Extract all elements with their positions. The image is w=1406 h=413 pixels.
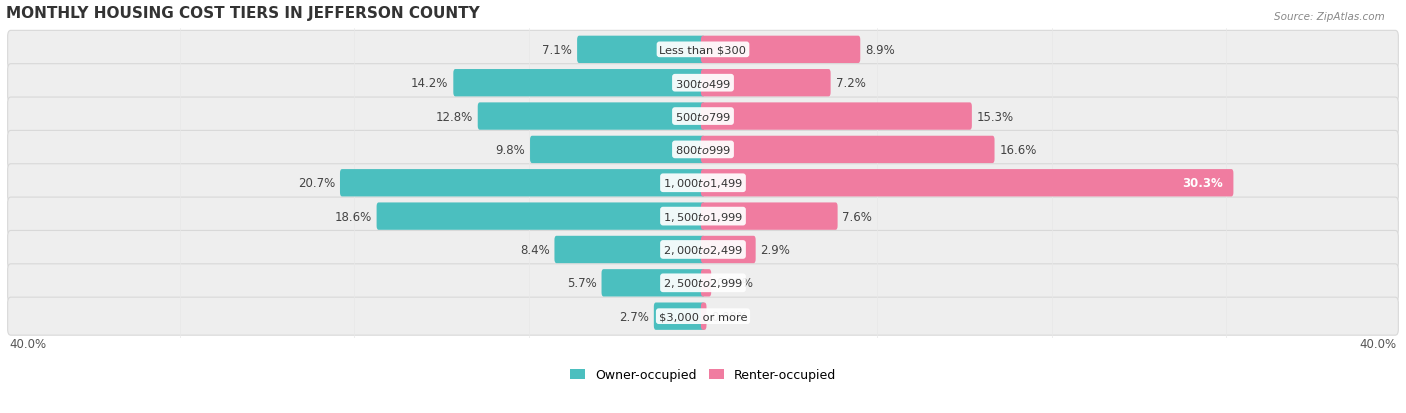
Text: MONTHLY HOUSING COST TIERS IN JEFFERSON COUNTY: MONTHLY HOUSING COST TIERS IN JEFFERSON … [6,5,479,21]
FancyBboxPatch shape [7,164,1399,202]
Text: 0.35%: 0.35% [716,277,754,290]
Text: 20.7%: 20.7% [298,177,335,190]
FancyBboxPatch shape [702,37,860,64]
FancyBboxPatch shape [340,170,704,197]
Text: $800 to $999: $800 to $999 [675,144,731,156]
FancyBboxPatch shape [530,136,704,164]
FancyBboxPatch shape [7,297,1399,335]
FancyBboxPatch shape [576,37,704,64]
FancyBboxPatch shape [7,31,1399,69]
Text: 14.2%: 14.2% [411,77,449,90]
FancyBboxPatch shape [702,70,831,97]
Text: $500 to $799: $500 to $799 [675,111,731,123]
FancyBboxPatch shape [702,303,706,330]
FancyBboxPatch shape [654,303,704,330]
FancyBboxPatch shape [702,103,972,131]
Text: 9.8%: 9.8% [495,144,526,157]
Legend: Owner-occupied, Renter-occupied: Owner-occupied, Renter-occupied [569,368,837,381]
Text: 8.9%: 8.9% [865,44,894,57]
FancyBboxPatch shape [702,270,711,297]
Text: $2,000 to $2,499: $2,000 to $2,499 [664,243,742,256]
Text: Source: ZipAtlas.com: Source: ZipAtlas.com [1274,12,1385,22]
Text: 40.0%: 40.0% [1360,337,1398,350]
Text: 15.3%: 15.3% [977,110,1014,123]
FancyBboxPatch shape [702,170,1233,197]
Text: 30.3%: 30.3% [1182,177,1223,190]
FancyBboxPatch shape [7,98,1399,136]
Text: 7.2%: 7.2% [835,77,865,90]
Text: Less than $300: Less than $300 [659,45,747,55]
FancyBboxPatch shape [7,131,1399,169]
Text: 7.6%: 7.6% [842,210,872,223]
FancyBboxPatch shape [377,203,704,230]
Text: $300 to $499: $300 to $499 [675,78,731,90]
Text: $1,500 to $1,999: $1,500 to $1,999 [664,210,742,223]
FancyBboxPatch shape [702,203,838,230]
Text: $3,000 or more: $3,000 or more [659,311,747,321]
Text: $1,000 to $1,499: $1,000 to $1,499 [664,177,742,190]
Text: 2.7%: 2.7% [619,310,650,323]
FancyBboxPatch shape [702,236,755,263]
FancyBboxPatch shape [7,64,1399,102]
Text: $2,500 to $2,999: $2,500 to $2,999 [664,277,742,290]
FancyBboxPatch shape [7,198,1399,235]
Text: 18.6%: 18.6% [335,210,371,223]
FancyBboxPatch shape [554,236,704,263]
FancyBboxPatch shape [7,264,1399,302]
Text: 5.7%: 5.7% [567,277,596,290]
Text: 12.8%: 12.8% [436,110,472,123]
Text: 8.4%: 8.4% [520,243,550,256]
Text: 7.1%: 7.1% [543,44,572,57]
FancyBboxPatch shape [7,231,1399,269]
FancyBboxPatch shape [478,103,704,131]
FancyBboxPatch shape [602,270,704,297]
Text: 40.0%: 40.0% [8,337,46,350]
Text: 16.6%: 16.6% [1000,144,1036,157]
Text: 0.08%: 0.08% [711,310,748,323]
FancyBboxPatch shape [453,70,704,97]
Text: 2.9%: 2.9% [761,243,790,256]
FancyBboxPatch shape [702,136,994,164]
